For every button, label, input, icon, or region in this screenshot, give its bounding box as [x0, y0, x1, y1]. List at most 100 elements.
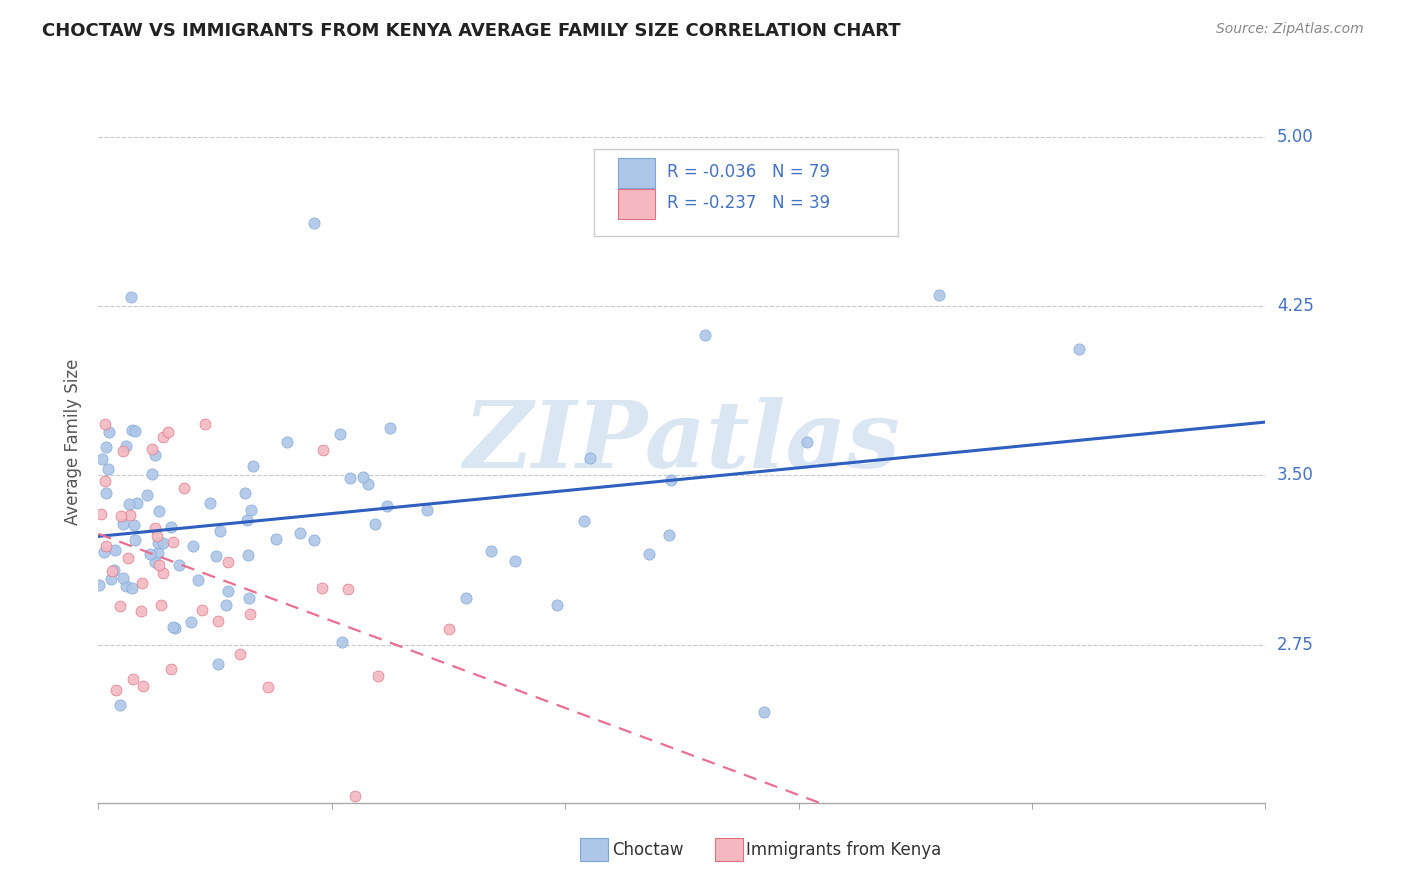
Point [111, 517, 134, 532]
Point [239, 607, 262, 622]
Point [208, 524, 231, 538]
Point [257, 680, 280, 694]
Point [117, 551, 139, 566]
Point [131, 575, 153, 590]
Point [129, 604, 152, 618]
Point [264, 532, 287, 546]
Point [121, 424, 143, 438]
Point [104, 543, 127, 558]
Point [357, 476, 380, 491]
Point [579, 451, 602, 466]
FancyBboxPatch shape [617, 188, 655, 219]
Point [108, 599, 131, 613]
Point [120, 508, 142, 522]
Text: Choctaw: Choctaw [612, 841, 683, 859]
Point [98, 425, 121, 440]
Point [120, 290, 142, 304]
Point [215, 598, 238, 612]
Text: 2.75: 2.75 [1277, 636, 1315, 654]
Point [122, 672, 145, 686]
Point [115, 438, 138, 452]
FancyBboxPatch shape [714, 838, 742, 862]
Text: CHOCTAW VS IMMIGRANTS FROM KENYA AVERAGE FAMILY SIZE CORRELATION CHART: CHOCTAW VS IMMIGRANTS FROM KENYA AVERAGE… [42, 22, 901, 40]
Text: R = -0.237   N = 39: R = -0.237 N = 39 [666, 194, 830, 212]
Point [90, 507, 112, 521]
Point [143, 448, 166, 462]
Point [94, 485, 117, 500]
FancyBboxPatch shape [595, 149, 898, 235]
Point [181, 539, 204, 553]
Point [236, 548, 259, 562]
Point [89, 577, 111, 591]
Point [162, 534, 184, 549]
Point [93, 545, 115, 559]
Point [159, 519, 181, 533]
Point [127, 496, 149, 510]
Point [928, 287, 950, 301]
Point [110, 508, 132, 523]
Point [302, 533, 325, 548]
Point [190, 603, 212, 617]
Point [329, 426, 352, 441]
Point [103, 563, 125, 577]
FancyBboxPatch shape [617, 158, 655, 188]
Point [180, 615, 202, 630]
Point [312, 443, 335, 458]
Point [124, 424, 146, 438]
Point [375, 500, 398, 514]
FancyBboxPatch shape [581, 838, 609, 862]
Point [503, 553, 526, 567]
Point [165, 621, 187, 635]
Point [695, 328, 717, 343]
Point [162, 620, 184, 634]
Point [97, 461, 120, 475]
Point [352, 469, 374, 483]
Point [152, 566, 174, 581]
Point [205, 549, 228, 563]
Point [330, 635, 353, 649]
Point [233, 486, 256, 500]
Point [90, 452, 112, 467]
Point [104, 682, 127, 697]
Point [437, 622, 460, 636]
Point [242, 459, 264, 474]
Point [193, 417, 215, 432]
Text: 5.00: 5.00 [1277, 128, 1313, 145]
Point [141, 442, 163, 457]
Text: ZIPatlas: ZIPatlas [464, 397, 900, 486]
Point [96, 440, 118, 454]
Point [143, 555, 166, 569]
Point [339, 471, 361, 485]
Point [238, 591, 260, 605]
Point [217, 583, 239, 598]
Point [100, 564, 122, 578]
Point [146, 546, 169, 560]
Point [363, 516, 385, 531]
Point [229, 648, 252, 662]
Point [187, 573, 209, 587]
Point [752, 706, 775, 720]
Point [167, 558, 190, 573]
Point [115, 579, 138, 593]
Point [367, 669, 389, 683]
Point [111, 444, 134, 458]
Point [311, 581, 333, 595]
Point [337, 582, 360, 597]
Point [796, 435, 818, 450]
Point [146, 528, 169, 542]
Text: 3.50: 3.50 [1277, 467, 1315, 484]
Point [94, 417, 117, 432]
Point [148, 558, 170, 572]
Point [1067, 342, 1090, 356]
Point [479, 543, 502, 558]
Point [380, 421, 402, 435]
Point [236, 513, 259, 527]
Point [159, 662, 181, 676]
Point [658, 528, 681, 542]
Point [141, 467, 163, 481]
Point [659, 473, 682, 487]
Point [112, 571, 135, 585]
Point [150, 598, 173, 612]
Point [132, 680, 155, 694]
Text: 4.25: 4.25 [1277, 297, 1315, 315]
